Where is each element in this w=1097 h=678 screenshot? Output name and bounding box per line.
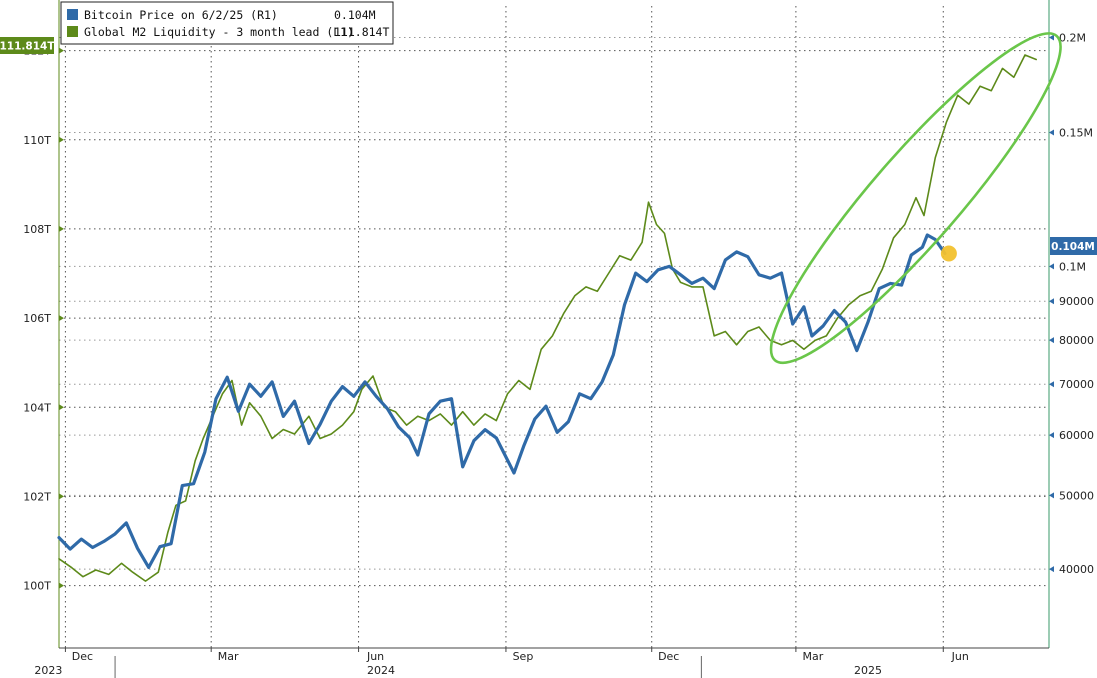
x-month-label: Mar <box>218 650 239 663</box>
legend-value-m2: 111.814T <box>334 25 389 39</box>
legend-swatch-bitcoin <box>67 9 78 20</box>
y-left-tick-mark <box>59 493 64 500</box>
y-left-tick-label: 104T <box>23 401 51 414</box>
x-month-label: Jun <box>366 650 384 663</box>
y-right-tick-mark <box>1049 432 1054 439</box>
y-right-tick-label: 0.1M <box>1059 260 1086 273</box>
y-right-tick-label: 0.2M <box>1059 31 1086 44</box>
legend-label-m2: Global M2 Liquidity - 3 month lead (L1) <box>84 25 354 39</box>
last-point-marker <box>940 245 957 262</box>
y-left-tick-mark <box>59 582 64 589</box>
y-left-tick-mark <box>59 47 64 54</box>
left-last-value-badge: 111.814T <box>0 37 55 54</box>
left-badge-box <box>0 37 54 54</box>
y-right-tick-mark <box>1049 492 1054 499</box>
legend-value-bitcoin: 0.104M <box>334 8 376 22</box>
y-left-tick-label: 106T <box>23 312 51 325</box>
x-month-label: Dec <box>658 650 679 663</box>
right-badge-box <box>1050 237 1097 255</box>
y-left-tick-mark <box>59 225 64 232</box>
y-left-tick-label: 100T <box>23 580 51 593</box>
x-month-label: Mar <box>803 650 824 663</box>
y-right-tick-mark <box>1049 566 1054 573</box>
y-left-tick-label: 108T <box>23 223 51 236</box>
legend: Bitcoin Price on 6/2/25 (R1) 0.104M Glob… <box>60 1 394 45</box>
axes: 100T102T104T106T108T110T112T400005000060… <box>23 0 1094 678</box>
y-right-tick-label: 70000 <box>1059 378 1094 391</box>
legend-label-bitcoin: Bitcoin Price on 6/2/25 (R1) <box>84 8 278 22</box>
y-left-tick-label: 110T <box>23 134 51 147</box>
y-right-tick-mark <box>1049 298 1054 305</box>
y-left-tick-label: 102T <box>23 490 51 503</box>
right-badge-text: 0.104M <box>1051 241 1095 253</box>
y-right-tick-label: 60000 <box>1059 429 1094 442</box>
right-last-value-badge: 0.104M <box>1050 237 1097 255</box>
series-line-m2 <box>58 54 1037 582</box>
x-year-label: 2025 <box>854 664 882 677</box>
y-right-tick-label: 50000 <box>1059 489 1094 502</box>
y-right-tick-label: 80000 <box>1059 334 1094 347</box>
y-left-tick-mark <box>59 136 64 143</box>
x-month-label: Dec <box>72 650 93 663</box>
y-right-tick-mark <box>1049 381 1054 388</box>
x-month-label: Sep <box>513 650 534 663</box>
y-right-tick-label: 90000 <box>1059 295 1094 308</box>
left-badge-text: 111.814T <box>0 41 55 53</box>
y-left-tick-mark <box>59 404 64 411</box>
x-year-label: 2023 <box>34 664 62 677</box>
x-year-label: 2024 <box>367 664 395 677</box>
y-right-tick-label: 40000 <box>1059 563 1094 576</box>
y-right-tick-mark <box>1049 129 1054 136</box>
y-left-tick-mark <box>59 315 64 322</box>
x-month-label: Jun <box>951 650 969 663</box>
series <box>57 54 1037 582</box>
series-line-bitcoin <box>57 233 947 569</box>
y-right-tick-mark <box>1049 34 1054 41</box>
y-right-tick-label: 0.15M <box>1059 127 1093 140</box>
highlight-ellipse <box>769 32 1062 365</box>
annotations <box>769 32 1062 365</box>
legend-swatch-m2 <box>67 26 78 37</box>
y-right-tick-mark <box>1049 263 1054 270</box>
legend-box <box>60 1 394 45</box>
y-right-tick-mark <box>1049 337 1054 344</box>
